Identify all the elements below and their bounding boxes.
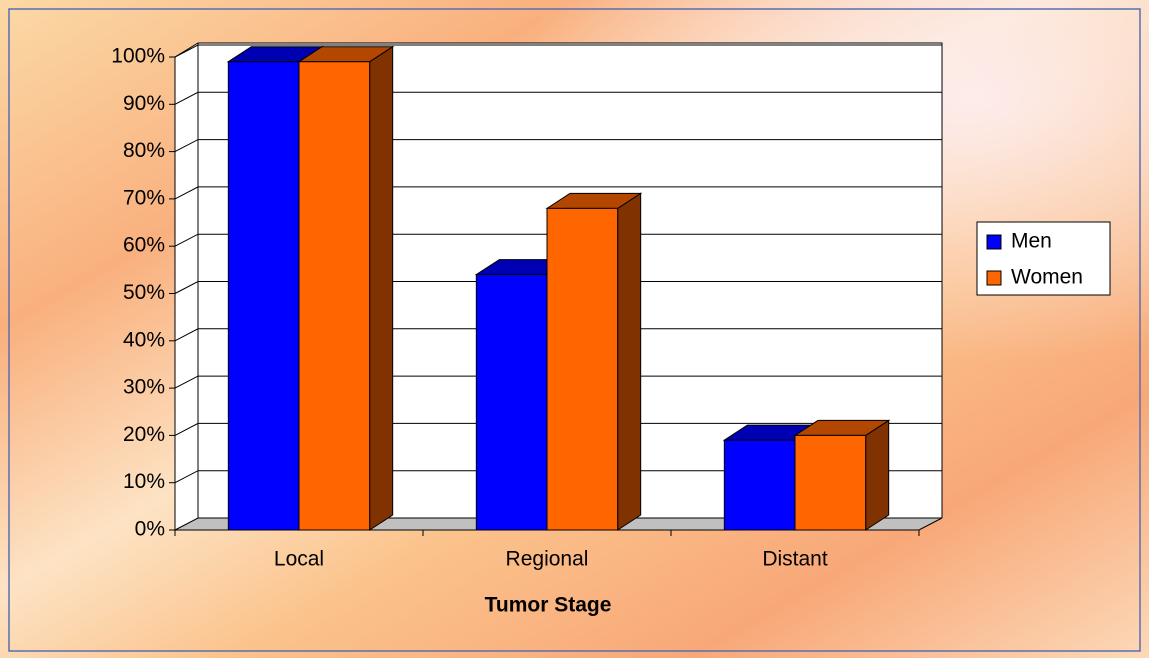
legend-label: Men xyxy=(1011,230,1052,253)
grid-line xyxy=(174,139,942,153)
y-tick-label: 70% xyxy=(123,186,165,209)
y-tick-label: 50% xyxy=(123,281,165,304)
y-tick-label: 80% xyxy=(123,139,165,162)
legend-swatch xyxy=(986,270,1002,286)
bar-side xyxy=(369,45,394,531)
x-tick-label: Distant xyxy=(762,548,828,571)
bar xyxy=(723,439,796,531)
bar-side xyxy=(617,192,642,531)
x-tick-label: Regional xyxy=(506,548,589,571)
grid-line xyxy=(174,422,942,436)
legend-swatch xyxy=(986,234,1002,250)
plot-wall-edge xyxy=(174,42,943,518)
grid-line xyxy=(174,470,942,484)
legend-label: Women xyxy=(1011,266,1083,289)
y-tick-label: 20% xyxy=(123,423,165,446)
grid-line xyxy=(174,186,942,200)
y-tick-label: 40% xyxy=(123,328,165,351)
grid-line xyxy=(174,44,942,58)
bar xyxy=(298,61,371,531)
y-tick-label: 90% xyxy=(123,92,165,115)
bar xyxy=(227,61,300,531)
y-tick-label: 0% xyxy=(135,518,165,541)
grid-line xyxy=(174,328,942,342)
y-tick-label: 30% xyxy=(123,376,165,399)
bar xyxy=(546,207,619,531)
bar xyxy=(794,434,867,531)
grid-line xyxy=(174,91,942,105)
y-tick-label: 60% xyxy=(123,234,165,257)
y-tick-label: 100% xyxy=(111,45,165,68)
bar-side xyxy=(865,419,890,531)
chart-border xyxy=(8,8,1141,652)
y-tick-label: 10% xyxy=(123,470,165,493)
x-tick-label: Local xyxy=(274,548,324,571)
grid-line xyxy=(174,233,942,247)
x-axis-title: Tumor Stage xyxy=(485,594,612,617)
bar xyxy=(475,274,548,531)
grid-line xyxy=(174,281,942,294)
grid-line xyxy=(174,375,942,389)
